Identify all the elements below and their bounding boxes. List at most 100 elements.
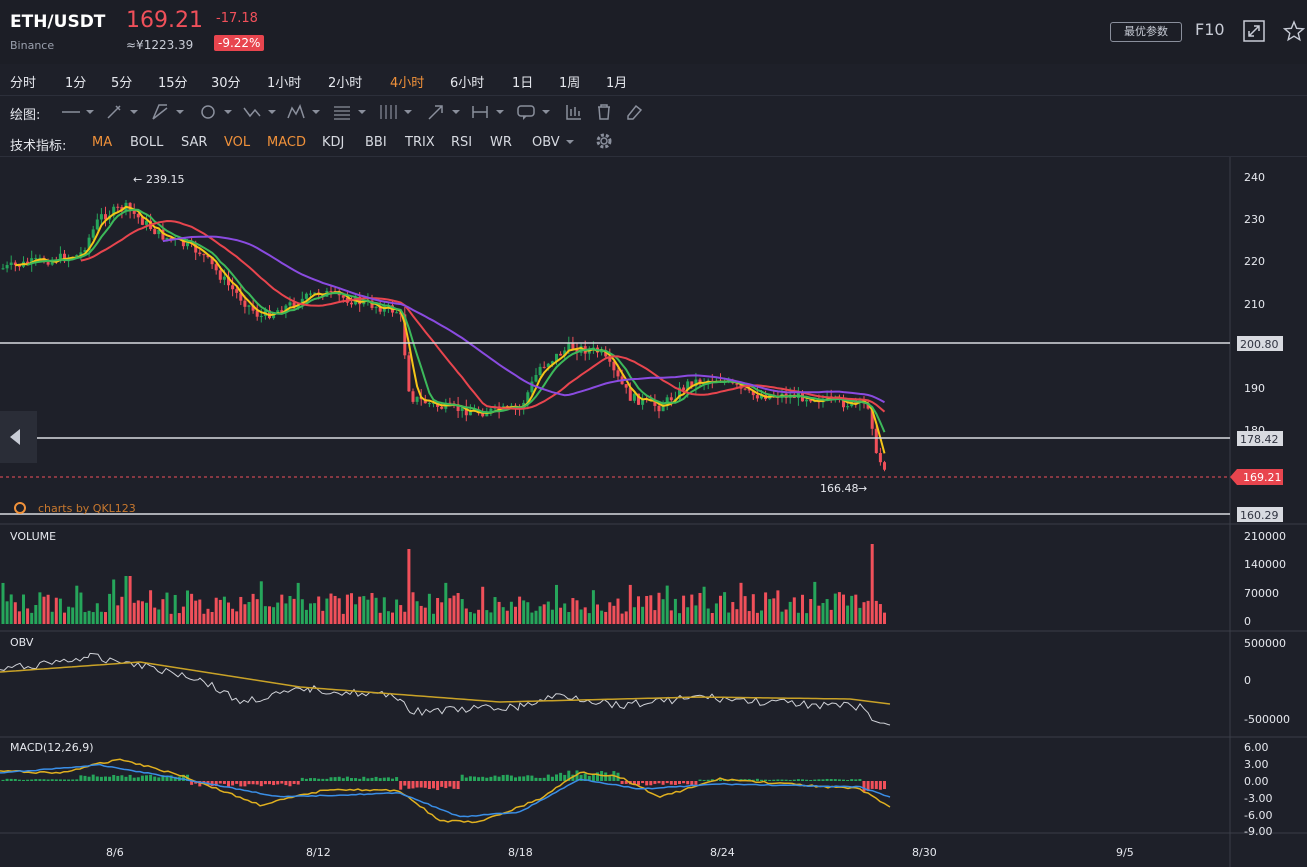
volume-bar	[354, 604, 358, 624]
macd-histogram-bar	[46, 779, 50, 781]
volume-bar	[612, 605, 616, 624]
eraser-icon[interactable]	[624, 102, 644, 122]
macd-histogram-bar	[854, 779, 858, 781]
macd-histogram-bar	[9, 778, 13, 781]
candle-body	[542, 366, 546, 368]
tab-timeframe-1d[interactable]: 1日	[512, 76, 534, 91]
y-tick-label: 70000	[1244, 587, 1279, 600]
comment-tool-icon[interactable]	[516, 102, 552, 122]
volume-bar	[292, 598, 296, 624]
level-tag-text: 160.29	[1240, 509, 1279, 522]
indicator-rsi[interactable]: RSI	[451, 135, 473, 150]
tab-timeframe-6h[interactable]: 6小时	[450, 76, 485, 91]
macd-histogram-bar	[780, 779, 784, 781]
volume-bar	[231, 608, 235, 624]
volume-bar	[87, 610, 91, 624]
optimize-params-button[interactable]: 最优参数	[1110, 22, 1182, 42]
volume-bar	[157, 609, 161, 624]
indicator-wr[interactable]: WR	[490, 135, 512, 150]
volume-bar	[874, 600, 878, 624]
volume-bar	[235, 611, 239, 624]
volume-bar	[522, 600, 526, 624]
trash-icon[interactable]	[594, 102, 614, 122]
macd-histogram-bar	[345, 776, 349, 781]
tab-timeframe-15m[interactable]: 15分	[158, 76, 188, 91]
y-tick-label: 220	[1244, 255, 1265, 268]
candle-body	[485, 413, 489, 417]
arrow-tool-icon[interactable]	[426, 102, 462, 122]
tab-timeframe-realtime[interactable]: 分时	[10, 76, 37, 91]
volume-bar	[784, 609, 788, 624]
tab-timeframe-1mo[interactable]: 1月	[606, 76, 628, 91]
low-annotation: 166.48	[820, 482, 859, 495]
macd-histogram-bar	[874, 781, 878, 789]
circle-tool-icon[interactable]	[198, 102, 234, 122]
volume-bar	[120, 596, 124, 624]
f10-button[interactable]: F10	[1195, 20, 1225, 39]
tab-timeframe-1m[interactable]: 1分	[65, 76, 87, 91]
macd-histogram-bar	[227, 781, 230, 787]
last-price: 169.21	[126, 8, 203, 33]
gear-icon[interactable]	[594, 131, 614, 151]
indicator-ma[interactable]: MA	[92, 135, 113, 150]
angle-tool-icon[interactable]	[150, 102, 186, 122]
macd-histogram-bar	[333, 777, 337, 781]
indicator-sar[interactable]: SAR	[181, 135, 208, 150]
chevron-down-icon[interactable]	[564, 139, 576, 159]
indicator-bbi[interactable]: BBI	[365, 135, 387, 150]
indicator-kdj[interactable]: KDJ	[322, 135, 345, 150]
tab-timeframe-1w[interactable]: 1周	[559, 76, 581, 91]
volume-bar	[735, 609, 739, 624]
grid-tool-icon[interactable]	[378, 102, 414, 122]
indicator-vol[interactable]: VOL	[224, 135, 251, 150]
fullscreen-icon[interactable]	[1243, 20, 1265, 42]
pattern-tool-icon[interactable]	[286, 102, 322, 122]
volume-bar	[222, 596, 226, 624]
volume-bar	[706, 608, 710, 624]
volume-bar	[501, 607, 505, 624]
line-tool-icon[interactable]	[60, 102, 96, 122]
tab-timeframe-2h[interactable]: 2小时	[328, 76, 363, 91]
volume-bar	[91, 612, 95, 624]
volume-bar	[530, 612, 534, 624]
chart-area[interactable]: 240 230 220 210 200 190 180 200.80 178.4…	[0, 157, 1307, 867]
level-tag-text: 178.42	[1240, 433, 1279, 446]
macd-histogram-bar	[583, 773, 587, 781]
candle-body	[251, 305, 255, 311]
macd-histogram-bar	[173, 776, 177, 781]
bar-tool-icon[interactable]	[564, 102, 584, 122]
candle-body	[243, 300, 247, 307]
macd-histogram-bar	[181, 774, 185, 781]
volume-bar	[624, 611, 628, 624]
macd-histogram-bar	[362, 776, 366, 781]
candle-body	[136, 213, 140, 218]
candle-body	[456, 404, 460, 411]
indicator-boll[interactable]: BOLL	[130, 135, 164, 150]
candle-body	[58, 253, 62, 262]
pencil-tool-icon[interactable]	[104, 102, 140, 122]
fib-tool-icon[interactable]	[332, 102, 368, 122]
tab-timeframe-4h[interactable]: 4小时	[390, 76, 425, 91]
macd-histogram-bar	[575, 770, 579, 781]
candle-body	[329, 290, 333, 292]
macd-histogram-bar	[354, 778, 358, 781]
macd-histogram-bar	[661, 781, 665, 785]
macd-histogram-bar	[165, 776, 169, 781]
candle-body	[284, 305, 288, 313]
macd-histogram-bar	[104, 776, 107, 781]
macd-histogram-bar	[460, 774, 464, 781]
volume-bar	[792, 597, 796, 624]
star-icon[interactable]	[1283, 20, 1305, 42]
range-tool-icon[interactable]	[470, 102, 506, 122]
wave-tool-icon[interactable]	[242, 102, 278, 122]
tab-timeframe-30m[interactable]: 30分	[211, 76, 241, 91]
indicator-trix[interactable]: TRIX	[405, 135, 435, 150]
volume-bar	[313, 603, 317, 624]
volume-bar	[79, 592, 83, 624]
volume-bar	[58, 598, 62, 624]
tab-timeframe-1h[interactable]: 1小时	[267, 76, 302, 91]
indicator-macd[interactable]: MACD	[267, 135, 306, 150]
tab-timeframe-5m[interactable]: 5分	[111, 76, 133, 91]
indicator-obv[interactable]: OBV	[532, 135, 560, 150]
volume-bar	[702, 586, 706, 624]
